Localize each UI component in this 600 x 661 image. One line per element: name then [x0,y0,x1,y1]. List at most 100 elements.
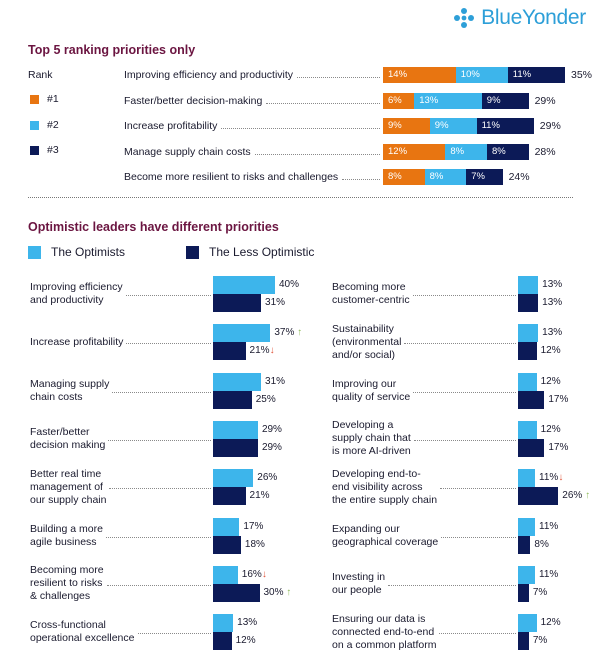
arrow-up-icon: ↑ [283,586,292,598]
total-label: 29% [539,120,561,132]
priority-label-line: customer-centric [332,294,410,306]
bar-segment: 14% [383,67,456,83]
priority-label: Investing in our people [332,571,385,597]
priority-label: Increase profitability [124,120,218,132]
less-optimistic-bar [518,535,531,554]
total-label: 28% [534,145,556,158]
priority-label-line: our people [332,583,382,596]
value-label: 26% [257,472,278,484]
value-label: 8% [534,538,549,550]
arrow-up-icon: ↑ [294,327,303,339]
priority-label-line: Developing a [332,419,394,432]
bar-segment: 11% [476,118,534,134]
value-label: 18% [244,538,265,550]
priority-label-line: operational excellence [30,632,135,645]
value-label: 12% [540,423,561,435]
total-label: 29% [534,94,556,107]
optimists-bar [518,614,537,633]
priority-label: Ensuring our data is connected end-to-end… [332,613,436,652]
bar-segment: 9% [383,118,430,134]
less-optimistic-bar [213,438,258,457]
section-divider [28,197,573,198]
value-label: 12% [235,635,256,647]
bar-segment: 8% [424,169,467,185]
less-optimistic-bar [213,535,241,554]
optimists-bar [518,469,536,488]
leader-dots [440,488,516,490]
priority-label-line: Managing supply [30,377,110,390]
less-optimistic-bar [213,632,232,651]
legend-swatch-light-blue [30,120,39,130]
priority-label-line: chain costs [30,390,83,403]
rank-label: Rank [28,69,53,81]
brand-logo: BlueYonder [453,6,586,30]
leader-dots [413,295,516,296]
bar-segment: 10% [455,67,508,83]
value-label: 13% [542,279,563,290]
legend-rank2: #2 [30,119,59,131]
optimists-bar [518,565,536,584]
legend-label: The Less Optimistic [209,245,315,259]
priority-label-line: and productivity [30,294,104,306]
top5-stacked-chart: Improving efficiency and productivity 14%… [0,0,600,200]
priority-label: Cross-functional operational excellence [30,619,135,645]
priority-label-line: on a common platform [332,638,437,651]
less-optimistic-bar [518,438,545,457]
priority-label-line: Developing end-to- [332,467,421,480]
value-label: 11%↓ [539,472,564,484]
priority-label: Manage supply chain costs [124,145,251,158]
leader-dots [126,295,211,296]
leader-dots [342,179,380,180]
priority-label-line: Building a more [30,522,103,535]
priority-label-line: Improving our [332,377,397,390]
optimists-bar [213,565,238,584]
priority-label-line: supply chain that [332,432,411,445]
optimists-bar [213,372,262,391]
value-label: 17% [243,520,264,532]
total-label: 24% [508,171,530,183]
priority-label-line: our supply chain [30,493,107,506]
leader-dots [441,536,516,538]
arrow-down-icon: ↓ [261,568,267,580]
bar-segment: 7% [466,169,503,185]
priority-label: Increase profitability [30,336,123,349]
priority-label-line: Ensuring our data is [332,612,426,625]
optimists-bar [213,517,240,536]
priority-label-line: (environmental [332,335,402,348]
leader-dots [112,391,211,393]
value-label: 29% [261,441,282,453]
value-label: 13% [542,327,563,339]
legend-swatch-navy [30,145,39,155]
priority-label-line: Increase profitability [30,335,124,348]
priority-label: Improving efficiency and productivity [124,69,294,81]
legend-less-optimistic: The Less Optimistic [186,245,314,259]
leader-dots [108,439,211,441]
bar-segment: 8% [487,143,529,160]
less-optimistic-bar [213,390,252,409]
priority-label: Faster/better decision-making [124,94,263,107]
priority-label: Developing end-to-end visibility across t… [332,468,437,507]
priority-label: Becoming more customer-centric [332,281,410,307]
priority-label: Developing a supply chain that is more AI-… [332,419,411,458]
legend-swatch-optimists [28,245,41,259]
optimists-bar [518,420,537,439]
priority-label-line: Improving efficiency [30,281,123,293]
value-label: 37% ↑ [274,327,303,339]
priority-label-line: decision making [30,438,106,451]
bar-segment: 8% [445,143,487,160]
legend-rank3: #3 [30,144,59,156]
priority-label-line: Sustainability [332,322,394,335]
value-label: 30% ↑ [263,586,292,598]
less-optimistic-bar [213,487,246,506]
arrow-up-icon: ↑ [582,490,591,502]
leader-dots [404,343,516,345]
optimists-bar [213,469,254,488]
value-label: 12% [540,345,561,357]
value-label: 7% [532,635,548,647]
priority-label-line: Expanding our [332,522,400,535]
value-label: 13% [237,617,258,629]
legend-label: #3 [47,144,59,156]
priority-label: Become more resilient to risks and chall… [124,171,339,183]
legend-swatch-less-optimistic [186,245,199,259]
